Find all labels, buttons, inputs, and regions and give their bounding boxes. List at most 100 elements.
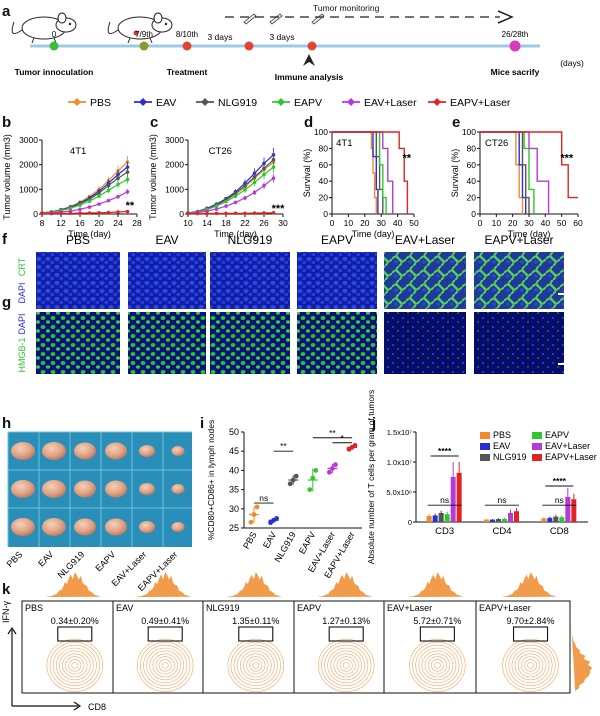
immune-analysis-arrow-icon [303, 54, 315, 66]
gate-percentage: 5.72±0.71% [413, 616, 461, 626]
timeline-top-label: 8/10th [176, 30, 198, 39]
legend-entry: EAV+Laser [545, 441, 590, 451]
dapi-stain-label: DAPI [17, 313, 27, 334]
tumor [139, 483, 155, 495]
gap-label: 3 days [207, 32, 232, 42]
panel-label-j: j [371, 415, 376, 432]
density-contour [249, 659, 263, 672]
syringe-icon [269, 13, 283, 25]
data-point [307, 487, 313, 492]
data-point [243, 196, 247, 200]
syringe-icon [243, 13, 257, 25]
condition-header: EAV+Laser [395, 233, 455, 247]
bar [559, 517, 565, 522]
panel-label-f: f [2, 231, 8, 248]
x-tick-label: 12 [56, 218, 66, 228]
data-point [87, 211, 92, 215]
x-tick-label: 30 [524, 218, 534, 228]
data-point [310, 475, 316, 481]
cell-line-annotation: CT26 [209, 146, 232, 157]
mouse-icon [11, 12, 77, 44]
data-point [125, 190, 130, 194]
density-contour [62, 653, 88, 678]
x-tick-label: 50 [409, 218, 419, 228]
density-contour [520, 656, 541, 675]
data-point [78, 207, 82, 212]
panel-label-a: a [2, 3, 11, 20]
y-tick-label: 0 [471, 209, 476, 219]
y-tick-label: 2000 [165, 160, 184, 170]
density-contour [517, 653, 544, 678]
timeline-top-label: 0 [52, 30, 57, 39]
gate-box [512, 626, 549, 642]
significance-mark: **** [553, 476, 567, 486]
legend-entry: EAPV [294, 97, 322, 109]
y-tick-label: 40 [467, 176, 477, 186]
y-tick-label: 80 [319, 143, 329, 153]
data-point [106, 210, 111, 215]
dapi-stain-label: DAPI [17, 282, 27, 303]
data-point [59, 211, 63, 216]
tumor-group-label: EAV [36, 549, 55, 568]
data-point [97, 210, 101, 215]
ifn-histogram [571, 621, 593, 691]
hmgb1-stain-label: HMGB-1 [17, 337, 27, 372]
tumor-volume-chart-4t1: 8 12 16 20 24 28 0 1000 2000 3000 Time (day) Tumor … [2, 134, 142, 239]
y-tick-label: 50 [229, 427, 239, 437]
y-axis-label: Survival (%) [302, 149, 312, 198]
legend-marker [73, 98, 81, 106]
data-point [243, 211, 247, 216]
bar [490, 519, 495, 522]
y-tick-label: 40 [229, 465, 239, 475]
density-contour [321, 641, 372, 689]
gate-box [57, 626, 93, 642]
condition-header: EAV [155, 233, 178, 247]
gate-box [238, 626, 274, 642]
tumor-mark [133, 30, 139, 36]
y-tick-label: 0 [323, 209, 328, 219]
gate-percentage: 9.70±2.84% [507, 616, 555, 626]
bar [547, 517, 553, 522]
data-point [125, 170, 130, 174]
x-tick-label: 28 [132, 218, 142, 228]
density-contour [324, 644, 369, 687]
density-contour [424, 653, 451, 678]
panel-label-d: d [304, 114, 313, 131]
data-point [243, 183, 247, 188]
legend-marker [201, 98, 209, 106]
cell-line-annotation: 4T1 [70, 146, 86, 157]
significance-mark: ns [259, 493, 268, 503]
data-point [262, 172, 266, 177]
category-label: EAV [261, 530, 278, 550]
tumor [74, 518, 96, 536]
density-contour [433, 662, 441, 669]
x-tick-label: 40 [393, 218, 403, 228]
data-point [248, 519, 254, 525]
timeline-dot [182, 41, 192, 51]
density-contour [336, 656, 356, 675]
density-contour [227, 639, 284, 692]
crt-image [474, 252, 564, 309]
photo-background [8, 432, 192, 547]
y-tick-label: 0 [408, 518, 412, 527]
x-tick-label: 22 [240, 218, 250, 228]
data-point [352, 443, 358, 448]
bar [541, 518, 547, 522]
legend-entry: EAPV [545, 430, 569, 440]
flow-plot-title: PBS [25, 603, 43, 613]
timeline-dot [244, 41, 254, 51]
legend-entry: EAPV+Laser [450, 97, 511, 109]
legend-entry: PBS [90, 97, 111, 109]
density-contour [230, 641, 281, 689]
legend-entry: EAV [156, 97, 176, 109]
density-contour [68, 659, 82, 672]
gate-box [328, 626, 364, 642]
x-tick-label: 30 [278, 218, 288, 228]
y-tick-label: 60 [319, 160, 329, 170]
hmgb1-image [384, 312, 466, 374]
legend-swatch [480, 443, 490, 450]
density-contour [318, 639, 375, 692]
growth-line [41, 178, 128, 214]
significance-mark: ** [126, 200, 135, 212]
y-tick-label: 5.0x10⁶ [386, 488, 412, 497]
